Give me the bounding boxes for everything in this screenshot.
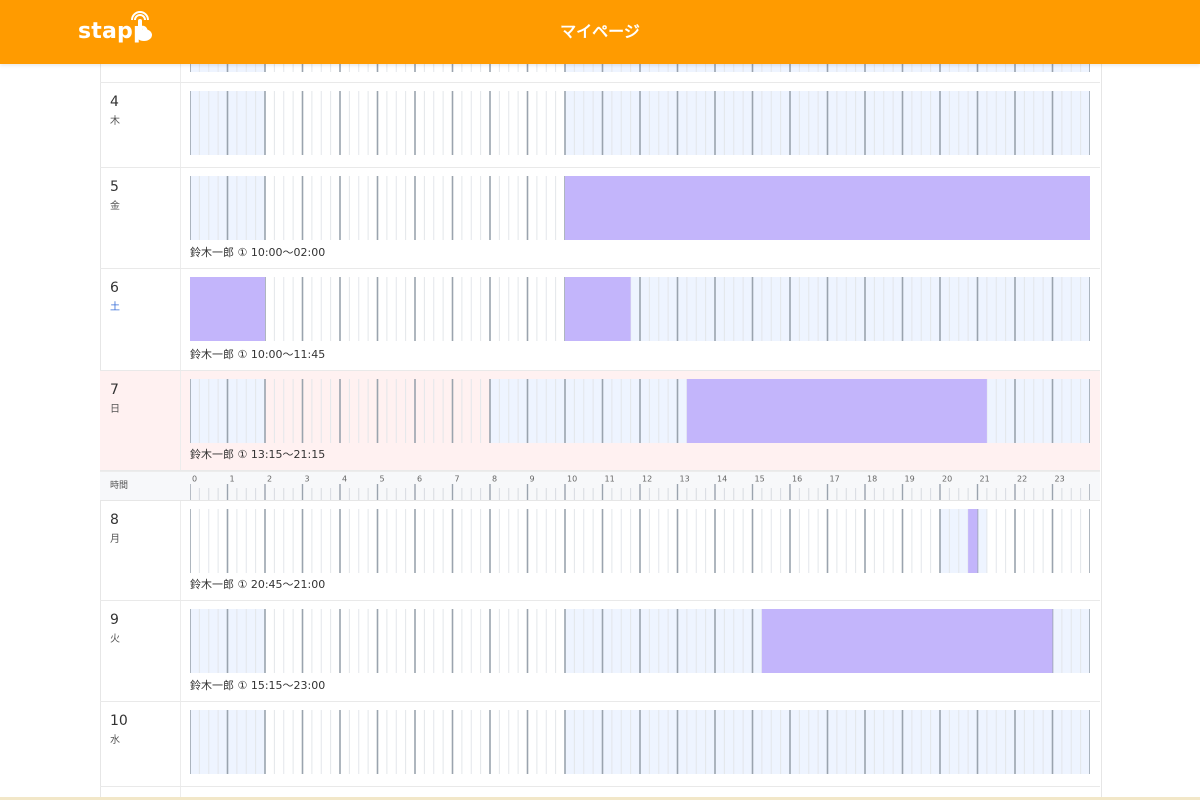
hour-label: 12 [642,475,652,484]
day-row: 10 水 [100,702,1100,787]
day-number: 9 [110,612,119,628]
day-weekday: 日 [110,404,120,415]
hour-label: 18 [867,475,877,484]
hour-label: 9 [530,475,535,484]
day-label: 5 金 [100,168,181,268]
timeline-track[interactable] [190,509,1090,573]
footer-strip [0,797,1200,800]
hour-label: 0 [192,475,197,484]
timeline-track[interactable] [190,91,1090,155]
day-weekday: 土 [110,302,120,313]
available-block [630,277,1090,341]
timeline-track[interactable] [190,176,1090,240]
hour-axis-ticks: 0 1 2 3 4 5 6 7 8 9 10 11 12 13 14 15 16 17 18 19 20 21 22 23 [190,475,1090,500]
day-number: 10 [110,713,128,729]
timeline-track[interactable] [190,379,1090,443]
day-label: 7 日 [100,371,181,470]
day-label: 6 土 [100,269,181,370]
hour-label: 16 [792,475,802,484]
day-label [100,787,181,800]
day-row: 7 日 鈴木一郎 ① 13:15〜21:15 [100,371,1100,471]
shift-info[interactable]: 鈴木一郎 ① 20:45〜21:00 [190,578,326,591]
hour-label: 3 [305,475,310,484]
day-weekday: 木 [110,116,120,127]
hour-label: 11 [605,475,615,484]
hour-label: 17 [830,475,840,484]
shift-info[interactable]: 鈴木一郎 ① 10:00〜02:00 [190,246,326,259]
timeline-track[interactable] [190,609,1090,673]
hour-axis: 時間 0 1 2 3 4 5 6 7 8 9 10 11 12 13 14 15 16 17 18 19 20 21 22 2… [100,471,1100,501]
day-row: 9 火 鈴木一郎 ① 15:15〜23:00 [100,601,1100,702]
timeline-track [190,64,1090,72]
hour-label: 4 [342,475,347,484]
app-logo[interactable]: stapp [78,19,149,44]
hour-label: 15 [755,475,765,484]
shift-block [565,277,631,341]
day-number: 6 [110,280,119,296]
day-label [100,64,181,82]
timeline-track[interactable] [190,277,1090,341]
day-row-partial [100,64,1100,83]
day-row: 5 金 鈴木一郎 ① 10:00〜02:00 [100,168,1100,269]
shift-info[interactable]: 鈴木一郎 ① 10:00〜11:45 [190,348,326,361]
day-number: 7 [110,382,119,398]
shift-block [190,277,265,341]
hour-label: 19 [905,475,915,484]
hour-label: 22 [1017,475,1027,484]
shift-block [686,379,987,443]
day-row: 6 土 鈴木一郎 ① 10:00〜11:45 [100,269,1100,371]
day-label: 9 火 [100,601,181,701]
tap-hand-icon [131,11,152,41]
available-block [940,509,987,573]
shift-info[interactable]: 鈴木一郎 ① 15:15〜23:00 [190,679,326,692]
hour-label: 6 [417,475,422,484]
app-header: stapp マイページ [0,0,1200,64]
available-block [986,379,1090,443]
axis-label: 時間 [110,481,129,491]
available-block [565,609,762,673]
shift-block [565,176,1090,240]
day-row: 8 月 鈴木一郎 ① 20:45〜21:00 [100,501,1100,601]
day-row: 4 木 [100,83,1100,168]
hour-label: 5 [380,475,385,484]
available-block [490,379,687,443]
day-row-partial [100,787,1100,800]
hour-label: 20 [942,475,952,484]
shift-block [968,509,978,573]
timeline-track[interactable] [190,710,1090,774]
shift-info[interactable]: 鈴木一郎 ① 13:15〜21:15 [190,448,326,461]
day-number: 8 [110,512,119,528]
day-label: 10 水 [100,702,181,786]
day-label: 4 木 [100,83,181,167]
day-weekday: 水 [110,735,120,746]
day-label: 8 月 [100,501,181,600]
day-weekday: 金 [110,201,120,212]
hour-label: 23 [1055,475,1065,484]
day-number: 5 [110,179,119,195]
hour-label: 2 [267,475,272,484]
hour-label: 13 [680,475,690,484]
hour-label: 10 [567,475,577,484]
page-title: マイページ [560,22,640,41]
hour-label: 14 [717,475,727,484]
day-weekday: 火 [110,634,120,645]
hour-label: 7 [455,475,460,484]
day-number: 4 [110,94,119,110]
hour-label: 1 [230,475,235,484]
hour-label: 21 [980,475,990,484]
shift-block [761,609,1053,673]
hour-label: 8 [492,475,497,484]
day-weekday: 月 [110,534,120,545]
